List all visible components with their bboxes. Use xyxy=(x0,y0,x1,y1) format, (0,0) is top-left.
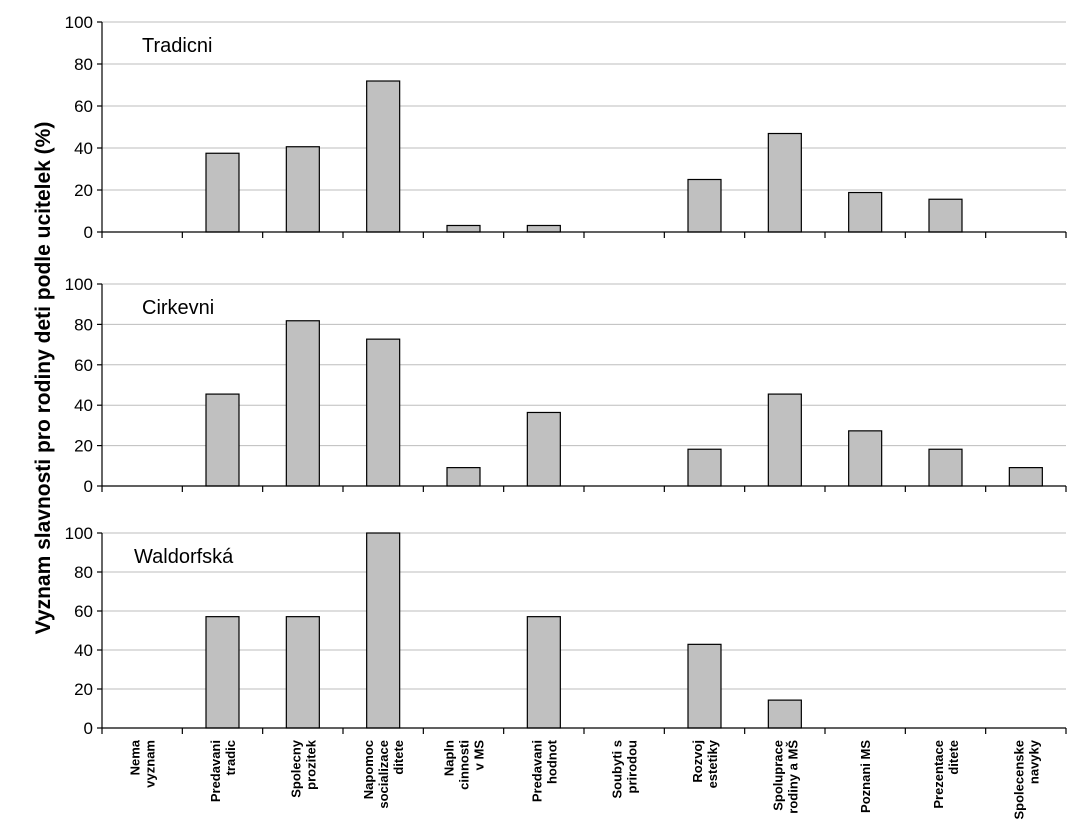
x-tick-label: Naplncinnostiv MS xyxy=(442,740,487,790)
bar xyxy=(366,338,401,487)
x-axis-category-labels: Nemavyznam Predavanitradic Spolecnyprozite… xyxy=(128,739,1042,819)
y-axis-label: Vyznam slavnosti pro rodiny deti podle u… xyxy=(32,122,55,635)
y-tick-label: 100 xyxy=(65,13,93,32)
bar xyxy=(285,616,320,729)
y-tick-label: 20 xyxy=(74,181,93,200)
x-tick-label: Soubyti sprirodou xyxy=(610,740,640,799)
panel-title: Waldorfská xyxy=(134,546,234,568)
bar xyxy=(767,393,802,487)
panel-2: 0 20 40 60 80 100 Cirkevni xyxy=(65,275,1067,496)
bar xyxy=(205,393,240,487)
bar xyxy=(687,178,722,233)
x-tick-label: Nemavyznam xyxy=(128,739,158,787)
bar xyxy=(446,224,481,233)
bar xyxy=(767,132,802,233)
y-tick-label: 80 xyxy=(74,315,93,334)
bar xyxy=(687,448,722,487)
x-tick-label: Spolupracerodiny a MŠ xyxy=(770,740,800,814)
x-tick-label: Poznani MS xyxy=(858,740,873,813)
y-tick-label: 40 xyxy=(74,641,93,660)
y-tick-label: 0 xyxy=(84,477,93,496)
bar xyxy=(366,80,401,233)
y-tick-label: 0 xyxy=(84,719,93,738)
bar xyxy=(446,467,481,487)
bar xyxy=(205,152,240,233)
chart-panels: 0 20 40 60 80 100 Tradicni 0 20 40 60 80 100 Cirkevni… xyxy=(65,13,1067,738)
bar xyxy=(526,616,561,729)
panel-title: Cirkevni xyxy=(142,297,214,319)
bar xyxy=(687,643,722,729)
y-tick-label: 100 xyxy=(65,524,93,543)
bar xyxy=(848,430,883,487)
panel-3: 0 20 40 60 80 100 Waldorfská xyxy=(65,524,1067,738)
x-tick-label: Predavanihodnot xyxy=(529,739,559,802)
y-tick-label: 80 xyxy=(74,563,93,582)
y-tick-label: 100 xyxy=(65,275,93,294)
bar xyxy=(285,320,320,487)
y-tick-label: 0 xyxy=(84,223,93,242)
y-tick-label: 40 xyxy=(74,139,93,158)
x-tick-label: Predavanitradic xyxy=(208,740,238,802)
bar xyxy=(526,224,561,233)
x-tick-label: Napomocsocializaceditete xyxy=(361,740,406,809)
x-tick-label: Spolecnyprozitek xyxy=(288,739,318,798)
y-tick-label: 60 xyxy=(74,97,93,116)
bar xyxy=(928,198,963,233)
panel-title: Tradicni xyxy=(142,35,212,57)
bar xyxy=(928,448,963,487)
y-tick-label: 60 xyxy=(74,602,93,621)
y-tick-label: 40 xyxy=(74,396,93,415)
y-tick-label: 20 xyxy=(74,680,93,699)
bar xyxy=(848,191,883,233)
bar xyxy=(1008,467,1043,487)
bar xyxy=(205,616,240,729)
panel-1: 0 20 40 60 80 100 Tradicni xyxy=(65,13,1067,242)
bar xyxy=(767,699,802,729)
bar xyxy=(366,532,401,729)
y-tick-label: 80 xyxy=(74,55,93,74)
x-tick-label: Rozvojestetiky xyxy=(690,739,720,788)
x-tick-label: Prezentaceditete xyxy=(931,740,961,809)
y-tick-label: 60 xyxy=(74,356,93,375)
y-tick-label: 20 xyxy=(74,437,93,456)
bar xyxy=(285,146,320,233)
x-tick-label: Spolecenskenavyky xyxy=(1011,739,1041,819)
bar xyxy=(526,411,561,487)
